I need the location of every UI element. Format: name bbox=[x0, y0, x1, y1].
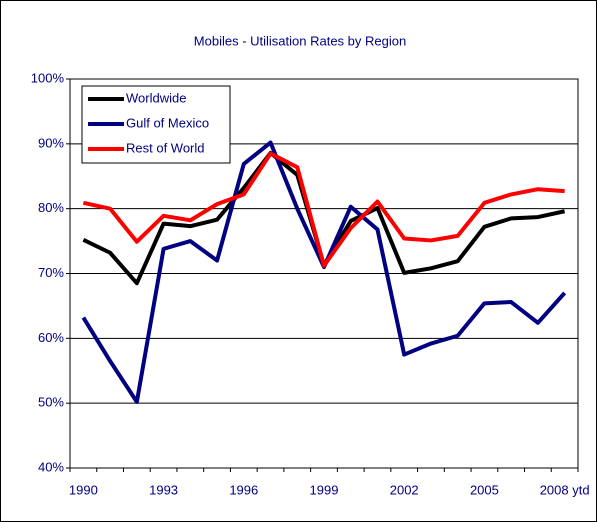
legend-label: Worldwide bbox=[126, 90, 186, 105]
legend-label: Rest of World bbox=[126, 140, 205, 155]
legend-label: Gulf of Mexico bbox=[126, 115, 209, 130]
y-tick-label: 100% bbox=[31, 70, 65, 85]
x-tick-label: 1993 bbox=[149, 482, 178, 497]
chart-title: Mobiles - Utilisation Rates by Region bbox=[194, 33, 406, 48]
y-tick-label: 40% bbox=[38, 459, 64, 474]
x-tick-label: 1996 bbox=[229, 482, 258, 497]
y-tick-label: 60% bbox=[38, 330, 64, 345]
x-tick-label: 2005 bbox=[470, 482, 499, 497]
x-tick-label: 1990 bbox=[69, 482, 98, 497]
line-series bbox=[82, 151, 565, 268]
x-tick-label: 2002 bbox=[390, 482, 419, 497]
y-tick-label: 70% bbox=[38, 265, 64, 280]
x-tick-label: 2008 ytd bbox=[540, 482, 590, 497]
x-tick-label: 1999 bbox=[310, 482, 339, 497]
y-tick-label: 80% bbox=[38, 200, 64, 215]
y-tick-label: 90% bbox=[38, 135, 64, 150]
y-tick-label: 50% bbox=[38, 395, 64, 410]
